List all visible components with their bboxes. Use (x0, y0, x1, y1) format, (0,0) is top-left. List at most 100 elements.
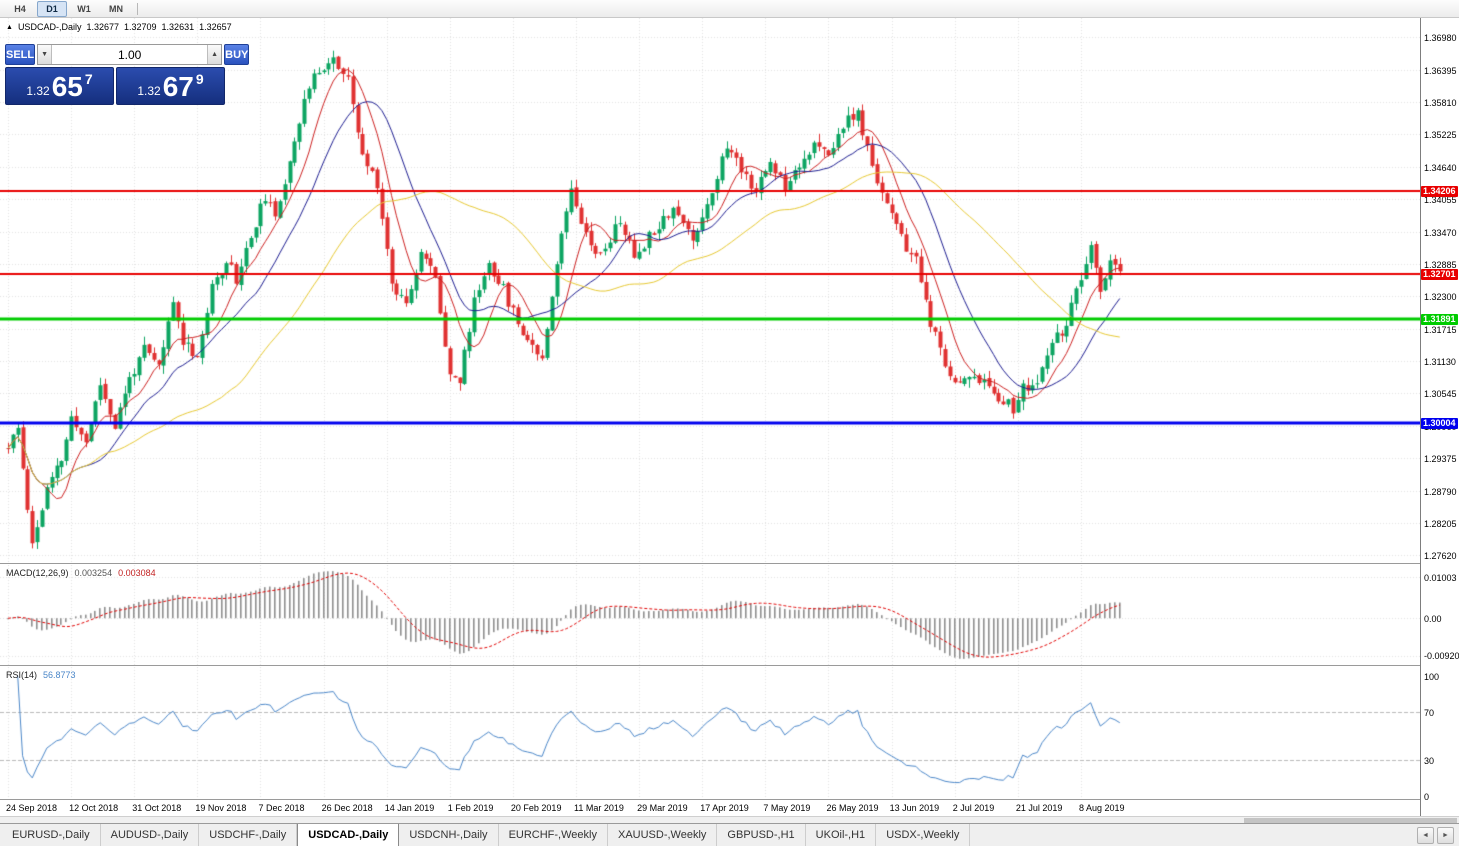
panel-separator[interactable] (0, 665, 1459, 666)
timeframe-button-d1[interactable]: D1 (37, 0, 67, 17)
toolbar-separator (137, 2, 138, 15)
date-axis-label: 19 Nov 2018 (195, 803, 247, 813)
date-axis-label: 2 Jul 2019 (952, 803, 995, 813)
macd-canvas[interactable] (0, 565, 1420, 665)
volume-input[interactable] (52, 45, 208, 64)
rsi-label: RSI(14) (6, 670, 38, 680)
scrollbar-thumb[interactable] (1244, 818, 1457, 823)
tab-bar: EURUSD-,Daily AUDUSD-,Daily USDCHF-,Daily U… (0, 823, 1459, 846)
date-axis-label: 29 Mar 2019 (637, 803, 688, 813)
timeframe-button-w1[interactable]: W1 (77, 3, 91, 14)
timeframe-button-h4[interactable]: H4 (14, 3, 26, 14)
price-axis-label: 1.36980 (1424, 33, 1457, 44)
date-axis-label: 26 May 2019 (826, 803, 879, 813)
sell-button[interactable]: SELL (5, 44, 36, 65)
chart-panel: ▲ USDCAD-,Daily 1.32677 1.32709 1.32631 … (0, 18, 1459, 816)
tab-eurusd-daily[interactable]: EURUSD-,Daily (2, 824, 101, 846)
buy-price-display[interactable]: 1.32 67 9 (116, 67, 225, 105)
rsi-axis-label: 30 (1424, 756, 1435, 766)
macd-axis-label: -0.00920 (1424, 651, 1459, 661)
macd-header: MACD(12,26,9) 0.003254 0.003084 (6, 568, 156, 578)
hline-price-badge[interactable]: 1.32701 (1421, 269, 1458, 281)
ohlc-high: 1.32709 (124, 22, 157, 32)
price-axis-label: 1.28790 (1424, 486, 1457, 497)
macd-label: MACD(12,26,9) (6, 568, 69, 578)
sell-price-big: 65 (51, 71, 83, 103)
buy-price-sup: 9 (195, 71, 204, 87)
tab-audusd-daily[interactable]: AUDUSD-,Daily (101, 824, 200, 846)
macd-value-main: 0.003254 (74, 568, 113, 578)
date-axis-label: 26 Dec 2018 (321, 803, 373, 813)
volume-spinner: ▼ ▲ (37, 44, 223, 65)
price-axis-label: 1.29375 (1424, 454, 1457, 465)
timeframe-button-mn[interactable]: MN (109, 3, 123, 14)
chart-symbol-period: USDCAD-,Daily (17, 22, 82, 32)
rsi-header: RSI(14) 56.8773 (6, 670, 76, 680)
rsi-axis-label: 0 (1424, 792, 1430, 802)
buy-button[interactable]: BUY (224, 44, 250, 65)
arrow-right-icon: ► (1442, 831, 1449, 839)
volume-up-icon: ▲ (211, 51, 219, 58)
tab-usdcnh-daily[interactable]: USDCNH-,Daily (399, 824, 499, 846)
tab-xauusd-weekly[interactable]: XAUUSD-,Weekly (608, 824, 718, 846)
buy-price-prefix: 1.32 (137, 84, 161, 98)
price-axis-label: 1.35225 (1424, 130, 1457, 141)
tab-usdchf-daily[interactable]: USDCHF-,Daily (199, 824, 298, 846)
sell-price-display[interactable]: 1.32 65 7 (5, 67, 114, 105)
date-axis-label: 12 Oct 2018 (69, 803, 119, 813)
rsi-value: 56.8773 (43, 670, 76, 680)
price-axis-label: 1.34640 (1424, 162, 1457, 173)
volume-decrease-button[interactable]: ▼ (38, 45, 53, 64)
date-axis-label: 13 Jun 2019 (889, 803, 940, 813)
volume-increase-button[interactable]: ▲ (207, 45, 222, 64)
rsi-axis-label: 70 (1424, 708, 1435, 718)
date-axis-label: 21 Jul 2019 (1015, 803, 1063, 813)
toolbar: H4 D1 W1 MN (0, 0, 1459, 18)
date-axis-label: 1 Feb 2019 (447, 803, 494, 813)
panel-separator[interactable] (0, 799, 1459, 800)
tab-gbpusd-h1[interactable]: GBPUSD-,H1 (717, 824, 806, 846)
timeframe-toolbar: H4 D1 W1 MN (5, 0, 131, 17)
tab-scroll-right-button[interactable]: ► (1437, 826, 1454, 844)
chart-horizontal-scrollbar[interactable] (0, 816, 1459, 823)
tab-scroll-controls: ◄ ► (1417, 824, 1459, 846)
date-axis-label: 24 Sep 2018 (6, 803, 58, 813)
price-chart-canvas[interactable] (0, 18, 1420, 563)
price-axis: 1.36980 1.36395 1.35810 1.35225 1.34640 1.340… (1420, 18, 1459, 816)
date-axis-label: 11 Mar 2019 (574, 803, 624, 813)
date-axis-label: 17 Apr 2019 (700, 803, 749, 813)
volume-down-icon: ▼ (41, 51, 49, 58)
tab-ukoil-h1[interactable]: UKOil-,H1 (806, 824, 877, 846)
tab-usdx-weekly[interactable]: USDX-,Weekly (876, 824, 971, 846)
price-axis-label: 1.31130 (1424, 357, 1456, 368)
price-axis-label: 1.35810 (1424, 98, 1457, 109)
price-axis-label: 1.31715 (1424, 324, 1457, 335)
tab-eurchf-weekly[interactable]: EURCHF-,Weekly (499, 824, 608, 846)
hline-price-badge[interactable]: 1.31891 (1421, 314, 1458, 325)
ohlc-open: 1.32677 (86, 22, 119, 32)
symbol-marker-icon: ▲ (6, 23, 13, 31)
sell-price-prefix: 1.32 (26, 84, 50, 98)
hline-price-badge[interactable]: 1.34206 (1421, 185, 1458, 197)
macd-value-signal: 0.003084 (118, 568, 156, 578)
price-axis-label: 1.33470 (1424, 227, 1457, 238)
rsi-axis-label: 100 (1424, 672, 1440, 682)
tabs-container: EURUSD-,Daily AUDUSD-,Daily USDCHF-,Daily U… (2, 824, 971, 846)
ohlc-low: 1.32631 (161, 22, 195, 32)
date-axis-label: 7 Dec 2018 (258, 803, 305, 813)
date-axis-label: 31 Oct 2018 (132, 803, 182, 813)
sell-price-sup: 7 (84, 71, 93, 87)
tab-usdcad-daily[interactable]: USDCAD-,Daily (297, 824, 400, 846)
date-axis: 24 Sep 2018 12 Oct 2018 31 Oct 2018 19 Nov … (0, 800, 1420, 816)
date-axis-label: 8 Aug 2019 (1078, 803, 1125, 813)
price-axis-label: 1.36395 (1424, 65, 1457, 76)
hline-price-badge[interactable]: 1.30004 (1421, 418, 1458, 430)
tab-scroll-left-button[interactable]: ◄ (1417, 826, 1434, 844)
panel-separator[interactable] (0, 563, 1459, 564)
rsi-canvas[interactable] (0, 667, 1420, 799)
one-click-trading-panel: SELL ▼ ▲ BUY 1.32 65 7 (5, 44, 250, 105)
date-axis-label: 7 May 2019 (763, 803, 811, 813)
buy-price-big: 67 (162, 71, 194, 103)
price-axis-label: 1.32885 (1424, 259, 1457, 270)
